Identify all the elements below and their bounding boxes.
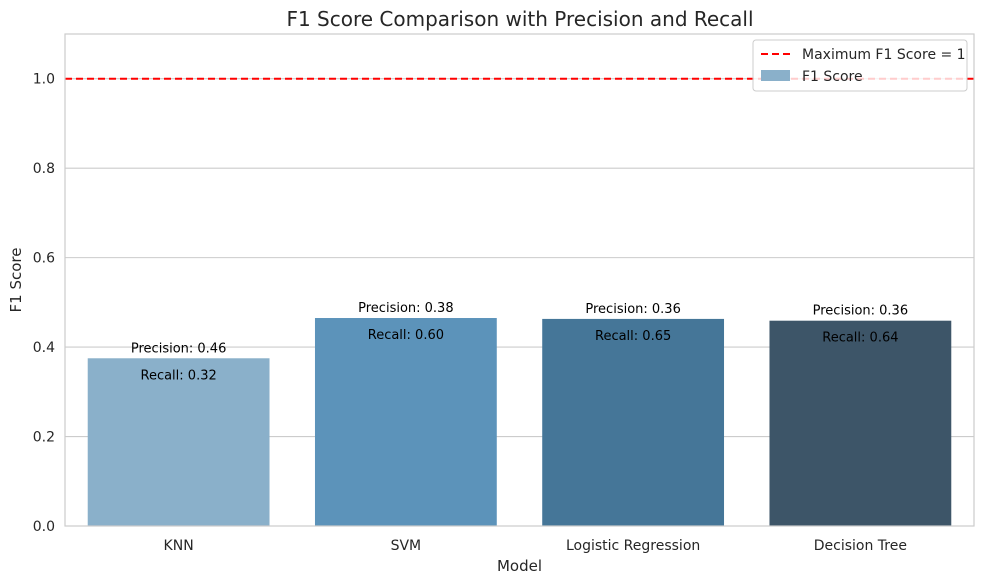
bar-annotations: Precision: 0.46 Recall: 0.32 Precision: 0.… <box>131 301 908 383</box>
precision-label: Precision: 0.36 <box>813 304 908 319</box>
y-tick-label: 0.8 <box>33 161 55 177</box>
y-axis-label: F1 Score <box>7 248 25 313</box>
recall-label: Recall: 0.65 <box>595 329 671 344</box>
y-tick-label: 0.0 <box>33 519 55 535</box>
recall-label: Recall: 0.32 <box>141 368 217 383</box>
recall-label: Recall: 0.64 <box>822 331 898 346</box>
y-tick-label: 1.0 <box>33 72 55 88</box>
legend-f1-swatch <box>761 70 790 81</box>
legend-box <box>752 39 968 92</box>
y-tick-label: 0.4 <box>33 340 55 356</box>
bar-logistic-regression <box>542 318 725 526</box>
precision-label: Precision: 0.46 <box>131 341 226 356</box>
bar-svm <box>314 318 497 526</box>
x-tick-label: Logistic Regression <box>566 538 700 554</box>
x-tick-label: KNN <box>164 538 194 554</box>
y-tick-label: 0.6 <box>33 251 55 267</box>
legend-entry-f1: F1 Score <box>802 69 863 85</box>
bar-knn <box>87 358 270 526</box>
bars <box>87 318 952 526</box>
x-axis-label: Model <box>497 557 542 575</box>
x-tick-label: SVM <box>391 538 422 554</box>
y-tick-label: 0.2 <box>33 430 55 446</box>
x-tick-label: Decision Tree <box>814 538 907 554</box>
y-tick-labels: 0.0 0.2 0.4 0.6 0.8 1.0 <box>33 72 55 535</box>
precision-label: Precision: 0.38 <box>358 301 453 316</box>
bar-decision-tree <box>769 320 952 526</box>
recall-label: Recall: 0.60 <box>368 328 444 343</box>
chart-title: F1 Score Comparison with Precision and R… <box>286 7 753 31</box>
legend-entry-reference: Maximum F1 Score = 1 <box>802 47 966 63</box>
plot-frame <box>64 33 975 527</box>
precision-label: Precision: 0.36 <box>585 302 680 317</box>
x-tick-labels: KNN SVM Logistic Regression Decision Tree <box>164 538 907 554</box>
legend: Maximum F1 Score = 1 F1 Score <box>752 39 968 92</box>
